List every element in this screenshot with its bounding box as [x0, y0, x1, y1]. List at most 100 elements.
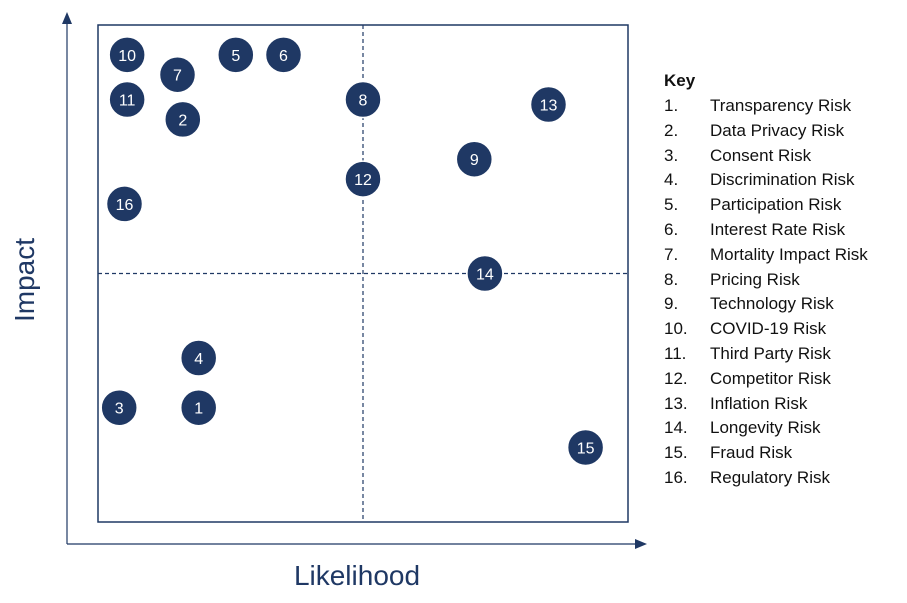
risk-point-marker	[455, 140, 494, 178]
key-item: 14. Longevity Risk	[664, 416, 904, 441]
key-item: 3. Consent Risk	[664, 144, 904, 169]
risk-point-label: 3	[115, 401, 124, 418]
key-item: 10. COVID-19 Risk	[664, 317, 904, 342]
risk-point-10: 10	[108, 36, 146, 74]
risk-point-marker	[179, 339, 218, 377]
x-axis-label: Likelihood	[294, 560, 420, 591]
key-item-label: Longevity Risk	[710, 418, 821, 438]
risk-point-marker	[466, 254, 504, 293]
key-item-number: 10.	[664, 319, 688, 339]
risk-point-7: 7	[158, 55, 197, 94]
risk-point-marker	[344, 80, 382, 119]
key-item-label: Consent Risk	[710, 145, 812, 165]
risk-point-label: 11	[119, 93, 136, 110]
risk-point-label: 13	[540, 98, 558, 115]
risk-point-label: 7	[173, 68, 182, 85]
risk-point-marker	[529, 85, 568, 124]
key-item-label: Discrimination Risk	[710, 170, 855, 190]
key-item-number: 16.	[664, 467, 688, 487]
y-axis-arrowhead	[62, 12, 72, 24]
risk-point-marker	[158, 55, 197, 94]
risk-point-marker	[179, 388, 218, 427]
key-item: 11. Third Party Risk	[664, 342, 904, 367]
key-item: 13. Inflation Risk	[664, 392, 904, 417]
risk-point-4: 4	[179, 339, 218, 377]
key-item-label: Pricing Risk	[710, 269, 800, 289]
key-item: 2. Data Privacy Risk	[664, 119, 904, 144]
key-item-number: 2.	[664, 120, 679, 140]
risk-point-12: 12	[344, 160, 382, 198]
risk-point-14: 14	[466, 254, 504, 293]
key-item-label: Data Privacy Risk	[710, 120, 845, 140]
key-item: 1. Transparency Risk	[664, 94, 904, 119]
key-item-label: Regulatory Risk	[710, 467, 830, 487]
x-axis-arrowhead	[635, 539, 647, 549]
key-item-number: 13.	[664, 393, 688, 413]
risk-point-15: 15	[566, 428, 605, 467]
key-item-number: 15.	[664, 443, 688, 463]
key-item-label: Technology Risk	[710, 294, 834, 314]
risk-point-3: 3	[100, 388, 138, 427]
risk-point-13: 13	[529, 85, 568, 124]
key-item: 6. Interest Rate Risk	[664, 218, 904, 243]
risk-point-label: 9	[470, 152, 479, 169]
key-item: 8. Pricing Risk	[664, 268, 904, 293]
risk-point-label: 10	[118, 48, 136, 65]
risk-point-marker	[217, 36, 255, 74]
risk-point-label: 5	[231, 48, 240, 65]
key-item-number: 14.	[664, 418, 688, 438]
key-item-number: 4.	[664, 170, 679, 190]
key-item-label: Transparency Risk	[710, 96, 852, 115]
risk-point-2: 2	[164, 100, 202, 139]
key-item-label: Competitor Risk	[710, 368, 831, 388]
key-item: 12. Competitor Risk	[664, 367, 904, 392]
risk-point-marker	[105, 185, 144, 223]
key-item-number: 8.	[664, 269, 679, 289]
key-item-label: Third Party Risk	[710, 343, 831, 363]
key-item: 16. Regulatory Risk	[664, 466, 904, 491]
key-item: 9. Technology Risk	[664, 292, 904, 317]
key-item: 4. Discrimination Risk	[664, 168, 904, 193]
key-item: 5. Participation Risk	[664, 193, 904, 218]
risk-point-label: 1	[194, 401, 203, 418]
risk-point-11: 11	[108, 80, 146, 119]
key-item: 7. Mortality Impact Risk	[664, 243, 904, 268]
risk-point-1: 1	[179, 388, 218, 427]
risk-point-marker	[344, 160, 382, 198]
key-title: Key	[664, 71, 696, 90]
key-item: 15. Fraud Risk	[664, 441, 904, 466]
risk-point-marker	[108, 80, 146, 119]
key-item-label: COVID-19 Risk	[710, 319, 827, 339]
key-item-label: Mortality Impact Risk	[710, 244, 868, 264]
risk-point-marker	[164, 100, 202, 139]
risk-point-label: 14	[476, 267, 494, 284]
key-list: 1. Transparency Risk 2. Data Privacy Risk 3.…	[664, 94, 904, 491]
key-item-label: Participation Risk	[710, 195, 842, 215]
risk-point-label: 6	[279, 48, 288, 65]
risk-point-label: 8	[359, 93, 368, 110]
risk-point-9: 9	[455, 140, 494, 178]
risk-point-label: 4	[194, 351, 203, 368]
key-item-label: Fraud Risk	[710, 443, 793, 463]
risk-point-marker	[264, 36, 303, 74]
risk-point-16: 16	[105, 185, 144, 223]
risk-point-marker	[108, 36, 146, 74]
key-item-number: 1.	[664, 96, 679, 115]
risk-point-label: 15	[577, 440, 595, 457]
y-axis-label: Impact	[9, 238, 40, 322]
risk-point-label: 12	[354, 172, 372, 189]
key-item-number: 3.	[664, 145, 679, 165]
key-item-number: 9.	[664, 294, 679, 314]
risk-point-6: 6	[264, 36, 303, 74]
key-legend: Key 1. Transparency Risk 2. Data Privacy Ri…	[664, 70, 904, 491]
key-item-label: Inflation Risk	[710, 393, 808, 413]
key-item-label: Interest Rate Risk	[710, 219, 846, 239]
key-item-number: 5.	[664, 195, 679, 215]
risk-point-5: 5	[217, 36, 255, 74]
risk-point-marker	[100, 388, 138, 427]
key-item-number: 6.	[664, 219, 679, 239]
key-item-number: 12.	[664, 368, 688, 388]
key-item-number: 11.	[664, 343, 687, 363]
